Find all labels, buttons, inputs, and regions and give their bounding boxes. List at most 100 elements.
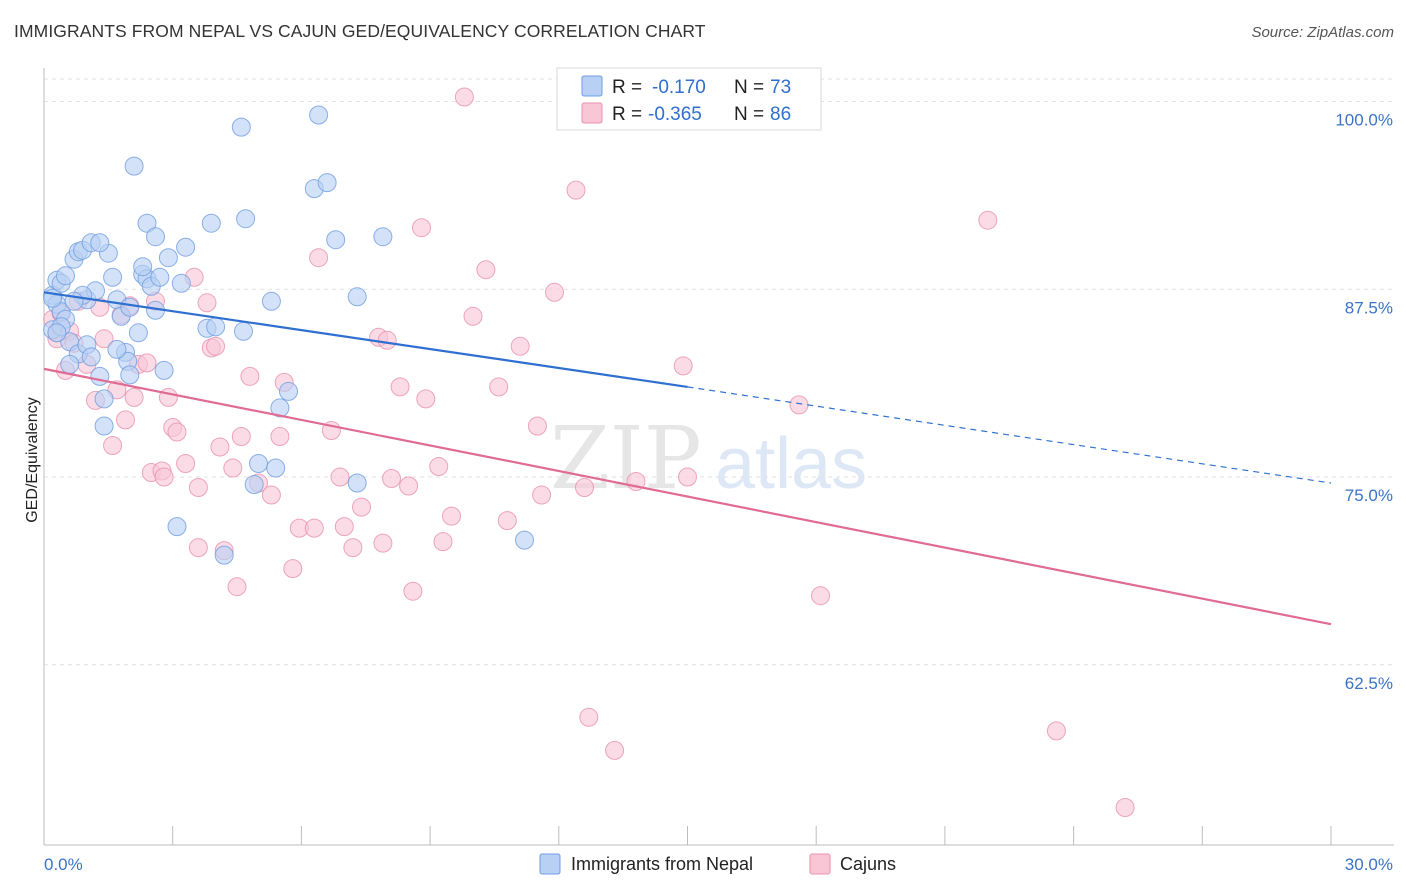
data-point-cajuns: [1046, 721, 1066, 741]
data-point-cajuns: [510, 336, 530, 356]
data-point-nepal: [158, 248, 178, 268]
chart-title: IMMIGRANTS FROM NEPAL VS CAJUN GED/EQUIV…: [14, 21, 706, 41]
data-point-nepal: [167, 517, 187, 537]
data-point-nepal: [47, 323, 67, 343]
x-tick-label: 0.0%: [44, 855, 83, 874]
legend-n-value-cajuns: 86: [770, 104, 791, 125]
data-point-cajuns: [373, 533, 393, 553]
trend-line-cajuns: [43, 367, 1332, 626]
trend-lines: [43, 291, 1332, 626]
data-point-cajuns: [978, 210, 998, 230]
legend: R = -0.170 N = 73 R = -0.365 N = 86: [556, 67, 822, 131]
trend-line-nepal-extension: [687, 386, 1332, 484]
data-point-nepal: [103, 267, 123, 287]
data-point-cajuns: [527, 416, 547, 436]
data-point-cajuns: [497, 511, 517, 531]
data-point-cajuns: [678, 467, 697, 487]
legend-r-value-nepal: -0.170: [652, 77, 706, 98]
data-point-nepal: [234, 321, 253, 341]
data-point-cajuns: [103, 436, 123, 455]
legend-r-label: R =: [612, 104, 642, 125]
data-point-cajuns: [227, 577, 247, 597]
data-point-nepal: [94, 389, 114, 409]
data-point-cajuns: [188, 478, 208, 497]
data-point-cajuns: [176, 454, 196, 473]
y-tick-label: 100.0%: [1335, 111, 1393, 130]
y-tick-label: 75.0%: [1345, 486, 1393, 505]
data-point-cajuns: [416, 389, 436, 409]
data-point-cajuns: [575, 478, 594, 497]
data-point-cajuns: [231, 427, 251, 446]
legend-n-value-nepal: 73: [770, 77, 791, 98]
y-tick-label: 87.5%: [1345, 298, 1393, 317]
data-point-nepal: [326, 230, 346, 250]
data-point-cajuns: [116, 410, 135, 430]
data-point-cajuns: [390, 377, 410, 397]
data-point-nepal: [176, 237, 196, 257]
data-point-cajuns: [352, 497, 371, 517]
data-point-nepal: [236, 209, 256, 229]
data-point-cajuns: [377, 330, 397, 350]
data-point-cajuns: [463, 306, 483, 326]
data-points: [43, 87, 1135, 817]
data-point-cajuns: [270, 427, 290, 446]
legend-r-value-cajuns: -0.365: [648, 104, 702, 125]
data-point-cajuns: [240, 366, 260, 386]
x-tick-label: 30.0%: [1345, 855, 1393, 874]
data-point-nepal: [107, 339, 127, 359]
data-point-nepal: [171, 273, 191, 293]
data-point-cajuns: [811, 586, 830, 606]
watermark-zip: ZIP: [550, 409, 702, 509]
bottom-legend-label-nepal: Immigrants from Nepal: [571, 854, 753, 874]
data-point-cajuns: [673, 356, 693, 376]
source-label: Source: ZipAtlas.com: [1251, 24, 1394, 41]
data-point-nepal: [128, 323, 148, 343]
data-point-cajuns: [789, 395, 809, 415]
data-point-cajuns: [442, 506, 461, 526]
data-point-cajuns: [197, 293, 217, 313]
data-point-cajuns: [94, 329, 114, 349]
data-point-cajuns: [403, 581, 423, 601]
data-point-cajuns: [334, 517, 354, 537]
data-point-nepal: [124, 156, 144, 176]
legend-r-label: R =: [612, 77, 642, 98]
bottom-legend: Immigrants from Nepal Cajuns: [539, 853, 896, 875]
data-point-cajuns: [154, 467, 174, 487]
legend-n-label: N =: [734, 104, 764, 125]
data-point-cajuns: [283, 559, 303, 579]
data-point-nepal: [206, 317, 226, 337]
data-point-cajuns: [532, 485, 552, 505]
data-point-nepal: [244, 475, 264, 494]
data-point-nepal: [270, 398, 290, 418]
data-point-cajuns: [210, 437, 230, 457]
data-point-nepal: [154, 360, 174, 380]
data-point-cajuns: [124, 387, 144, 407]
y-tick-label: 62.5%: [1345, 674, 1393, 693]
data-point-nepal: [60, 354, 80, 374]
data-point-cajuns: [399, 476, 419, 496]
data-point-nepal: [94, 416, 114, 436]
data-point-nepal: [317, 173, 337, 193]
data-point-nepal: [146, 227, 165, 247]
bottom-legend-swatch-cajuns: [809, 853, 831, 875]
data-point-cajuns: [158, 387, 178, 407]
bottom-legend-label-cajuns: Cajuns: [840, 854, 896, 874]
data-point-nepal: [347, 287, 367, 307]
bottom-legend-swatch-nepal: [539, 853, 561, 875]
axes: 62.5% 75.0% 87.5% 100.0% 0.0% 30.0%: [43, 68, 1394, 874]
data-point-cajuns: [223, 458, 243, 478]
data-point-nepal: [373, 227, 393, 247]
data-point-cajuns: [476, 260, 496, 280]
data-point-cajuns: [545, 282, 564, 302]
data-point-cajuns: [566, 180, 586, 200]
data-point-nepal: [261, 291, 281, 311]
data-point-cajuns: [304, 518, 324, 538]
data-point-nepal: [515, 530, 534, 550]
data-point-nepal: [249, 454, 268, 473]
data-point-cajuns: [206, 336, 226, 356]
data-point-nepal: [81, 347, 101, 367]
data-point-cajuns: [261, 485, 281, 505]
data-point-cajuns: [489, 377, 509, 397]
data-point-nepal: [309, 105, 329, 125]
